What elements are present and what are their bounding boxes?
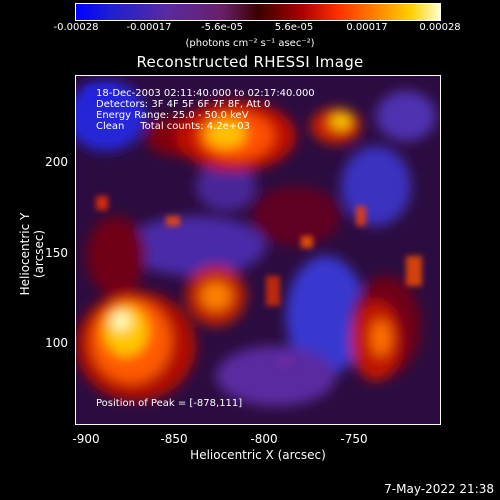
colorbar-tick: 0.00028 (419, 22, 461, 33)
image-map (76, 76, 440, 424)
y-tick: 150 (45, 246, 68, 260)
detectors: Detectors: 3F 4F 5F 6F 7F 8F, Att 0 (96, 99, 271, 110)
timestamp: 7-May-2022 21:38 (384, 482, 494, 496)
peak-position: Position of Peak = [-878,111] (96, 398, 243, 409)
energy-range: Energy Range: 25.0 - 50.0 keV (96, 110, 249, 121)
time-range: 18-Dec-2003 02:11:40.000 to 02:17:40.000 (96, 88, 315, 99)
colorbar-tick: 0.00017 (346, 22, 388, 33)
plot-title: Reconstructed RHESSI Image (136, 53, 364, 71)
rhessi-image (75, 75, 441, 425)
colorbar (75, 3, 441, 21)
y-tick: 100 (45, 336, 68, 350)
colorbar-unit: (photons cm⁻² s⁻¹ asec⁻²) (185, 38, 315, 49)
x-tick: -800 (250, 432, 278, 446)
colorbar-tick: -5.6e-05 (201, 22, 243, 33)
y-axis-label: Heliocentric Y (arcsec) (18, 212, 46, 296)
clean-counts: Clean Total counts: 4.2e+03 (96, 121, 250, 132)
colorbar-tick: 5.6e-05 (274, 22, 314, 33)
colorbar-tick: -0.00017 (126, 22, 172, 33)
x-tick: -900 (72, 432, 100, 446)
colorbar-tick: -0.00028 (53, 22, 99, 33)
x-axis-label: Heliocentric X (arcsec) (190, 448, 326, 462)
y-tick: 200 (45, 155, 68, 169)
x-tick: -750 (340, 432, 368, 446)
x-tick: -850 (160, 432, 188, 446)
